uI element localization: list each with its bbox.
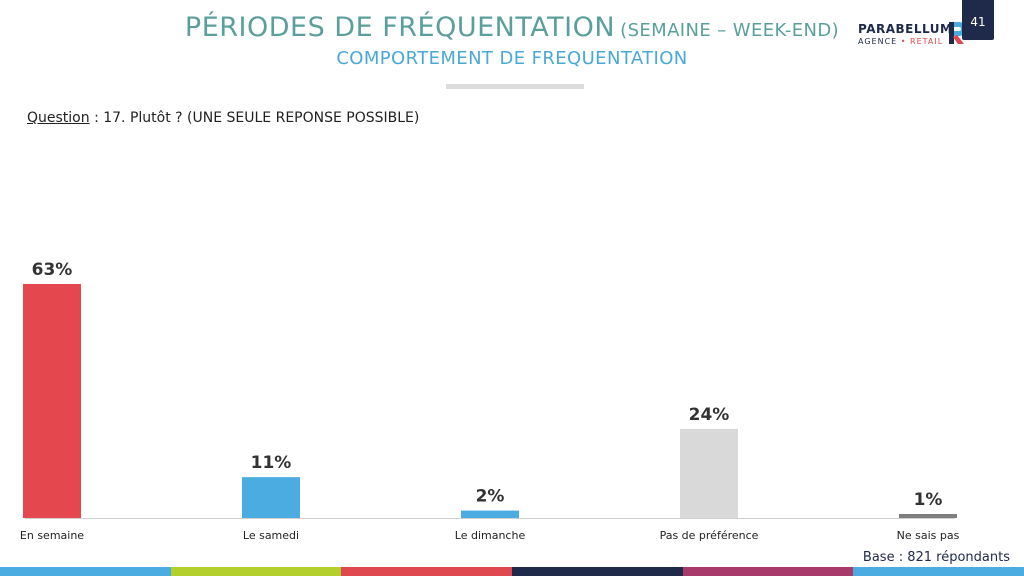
title-main: PÉRIODES DE FRÉQUENTATION bbox=[184, 12, 616, 43]
title-suffix: (SEMAINE – WEEK-END) bbox=[620, 20, 840, 41]
bar-0 bbox=[23, 284, 81, 518]
bar-1 bbox=[242, 477, 300, 518]
page-title: PÉRIODES DE FRÉQUENTATION (SEMAINE – WEE… bbox=[0, 12, 1024, 43]
data-label: 11% bbox=[251, 453, 292, 473]
bar-chart: 63% En semaine 11% Le samedi 2% Le dimanche 24… bbox=[20, 260, 960, 542]
question-label: Question bbox=[27, 110, 90, 126]
data-label: 24% bbox=[689, 405, 730, 425]
category-label: En semaine bbox=[20, 529, 84, 542]
footer-stripe-segment bbox=[512, 567, 683, 576]
data-label: 2% bbox=[476, 487, 505, 507]
bar-4 bbox=[899, 514, 957, 518]
logo-tag-left: AGENCE bbox=[858, 37, 898, 46]
logo-tag-sep: • bbox=[897, 37, 911, 46]
bar-2 bbox=[461, 510, 519, 518]
question-text: Question : 17. Plutôt ? (UNE SEULE REPON… bbox=[27, 110, 419, 126]
logo-name: PARABELLUM bbox=[858, 22, 953, 36]
logo-tag-right: RETAIL bbox=[910, 37, 944, 46]
page-subtitle: COMPORTEMENT DE FREQUENTATION bbox=[336, 48, 688, 69]
category-label: Le samedi bbox=[243, 529, 299, 542]
logo-tagline: AGENCE • RETAIL bbox=[858, 37, 952, 46]
bar-3 bbox=[680, 428, 738, 518]
footer-stripe-segment bbox=[682, 567, 854, 576]
base-respondents: Base : 821 répondants bbox=[862, 550, 1010, 565]
category-label: Le dimanche bbox=[455, 529, 526, 542]
category-label: Pas de préférence bbox=[660, 529, 759, 542]
footer-stripe bbox=[0, 567, 1024, 576]
question-body: : 17. Plutôt ? (UNE SEULE REPONSE POSSIB… bbox=[89, 110, 420, 126]
footer-stripe-segment bbox=[341, 567, 513, 576]
category-label: Ne sais pas bbox=[897, 529, 960, 542]
data-label: 63% bbox=[32, 260, 73, 280]
brand-logo: PARABELLUM AGENCE • RETAIL bbox=[858, 22, 952, 46]
footer-stripe-segment bbox=[0, 567, 171, 576]
footer-stripe-segment bbox=[170, 567, 342, 576]
footer-stripe-segment bbox=[853, 567, 1024, 576]
title-divider bbox=[446, 84, 584, 89]
data-label: 1% bbox=[914, 490, 943, 510]
page-number: 41 bbox=[962, 0, 994, 40]
